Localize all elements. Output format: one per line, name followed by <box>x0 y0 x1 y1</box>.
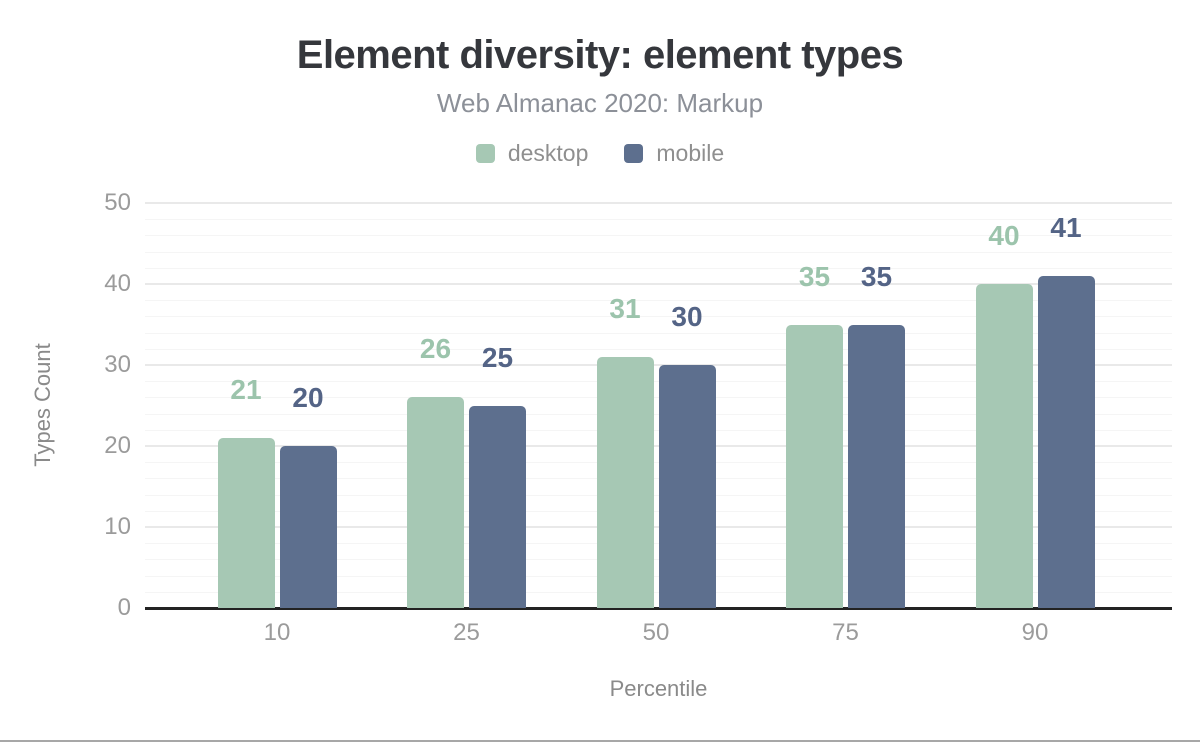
legend-item-mobile: mobile <box>624 141 724 165</box>
bar-value-label-desktop-p10: 21 <box>230 373 262 405</box>
bar-mobile-p50 <box>658 365 716 608</box>
bar-value-label-mobile-p10: 20 <box>292 382 324 413</box>
legend-swatch-mobile <box>624 143 644 163</box>
x-tick-label-75: 75 <box>832 619 859 646</box>
bar-desktop-p50 <box>596 356 654 608</box>
bar-value-label-desktop-p90: 40 <box>988 220 1020 251</box>
major-gridline-30 <box>145 364 1172 366</box>
legend-label-mobile: mobile <box>656 140 725 166</box>
bar-value-label-mobile-p90: 41 <box>1050 211 1082 243</box>
bar-value-label-desktop-p50: 31 <box>609 292 641 324</box>
bar-value-label-desktop-p75: 35 <box>798 260 831 292</box>
minor-gridline-34 <box>145 332 1172 334</box>
x-tick-label-10: 10 <box>263 619 291 646</box>
minor-gridline-46 <box>145 235 1172 237</box>
y-tick-label-40: 40 <box>104 270 131 297</box>
minor-gridline-32 <box>145 348 1172 350</box>
bar-desktop-p10 <box>217 437 275 608</box>
bar-value-label-mobile-p50: 30 <box>671 301 703 332</box>
minor-gridline-42 <box>145 267 1172 269</box>
y-tick-label-20: 20 <box>104 432 131 459</box>
bar-desktop-p90 <box>975 284 1033 608</box>
major-gridline-40 <box>145 283 1172 285</box>
bar-mobile-p90 <box>1037 275 1095 608</box>
x-tick-label-90: 90 <box>1021 619 1049 646</box>
legend-swatch-desktop <box>475 143 495 163</box>
major-gridline-50 <box>145 202 1172 204</box>
chart-legend: desktop mobile <box>0 141 1200 165</box>
plot-area: 21 20 26 25 31 30 35 35 40 41 <box>145 202 1172 610</box>
bar-mobile-p25 <box>469 405 526 608</box>
minor-gridline-48 <box>145 219 1172 221</box>
bar-desktop-p75 <box>786 324 843 608</box>
bar-value-label-desktop-p25: 26 <box>419 333 452 365</box>
bottom-divider <box>0 740 1200 742</box>
bar-desktop-p25 <box>407 397 464 608</box>
y-tick-label-0: 0 <box>117 594 131 621</box>
x-axis-title: Percentile <box>609 676 708 701</box>
legend-label-desktop: desktop <box>507 140 589 166</box>
y-tick-label-50: 50 <box>104 189 131 216</box>
bar-mobile-p10 <box>279 446 337 608</box>
chart-subtitle: Web Almanac 2020: Markup <box>436 88 764 118</box>
minor-gridline-44 <box>145 251 1172 253</box>
y-tick-label-10: 10 <box>104 513 131 540</box>
bar-mobile-p75 <box>848 324 905 608</box>
bar-value-label-mobile-p25: 25 <box>481 341 514 373</box>
bar-value-label-mobile-p75: 35 <box>860 260 893 292</box>
y-tick-label-30: 30 <box>104 351 131 378</box>
chart-title: Element diversity: element types <box>296 33 904 77</box>
x-axis-baseline <box>145 607 1172 610</box>
x-tick-label-25: 25 <box>453 619 480 646</box>
x-tick-label-50: 50 <box>642 619 670 646</box>
legend-item-desktop: desktop <box>475 140 589 166</box>
minor-gridline-38 <box>145 300 1172 302</box>
y-axis-title-text: Types Count <box>30 343 55 467</box>
minor-gridline-36 <box>145 316 1172 318</box>
